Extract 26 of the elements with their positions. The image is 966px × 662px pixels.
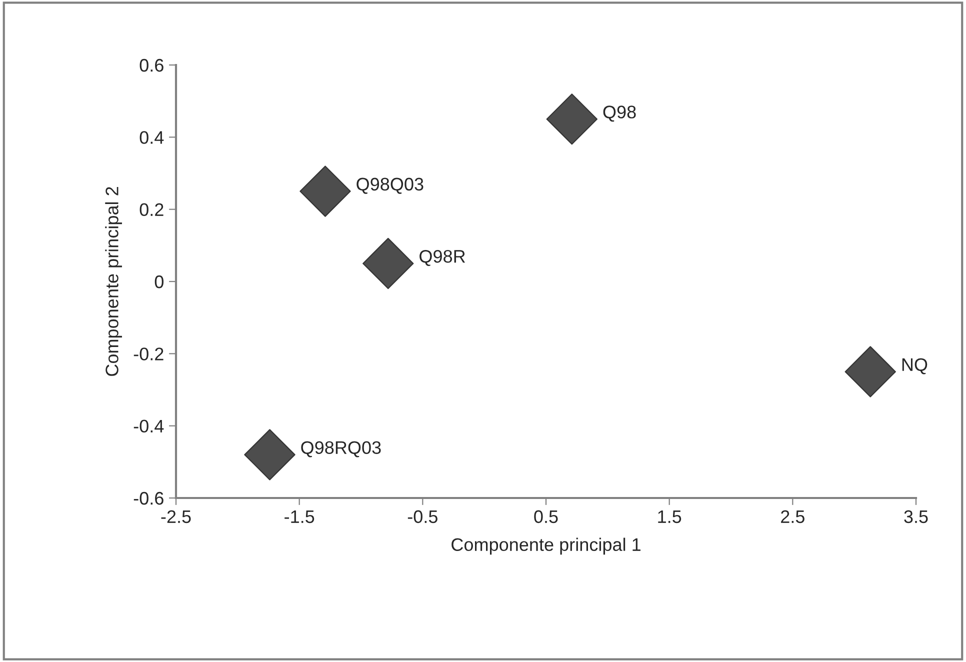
point: [300, 166, 351, 217]
x-tick-label: -1.5: [284, 510, 314, 524]
x-tick-label: 0.5: [534, 510, 558, 524]
y-tick-label: 0: [154, 275, 164, 288]
y-axis-title: Componente principal 2: [105, 187, 122, 376]
point: [844, 346, 896, 398]
x-axis-title: Componente principal 1: [452, 538, 640, 555]
y-tick-label: -0.4: [134, 420, 164, 433]
point: [362, 238, 414, 290]
annotation: Q98Q03: [356, 178, 424, 194]
annotation: Q98R: [420, 250, 466, 266]
x-tick-label: -2.5: [161, 510, 191, 524]
annotation: NQ: [902, 358, 928, 374]
y-tick-label: 0.2: [140, 203, 164, 216]
y-tick-label: -0.6: [134, 492, 164, 505]
y-tick-label: -0.2: [134, 348, 164, 360]
x-tick-label: -0.5: [408, 510, 438, 524]
annotation: Q98: [603, 106, 636, 122]
annotation: Q98RQ03: [301, 441, 381, 458]
x-tick-label: 3.5: [904, 510, 928, 524]
y-tick-label: 0.6: [140, 58, 164, 72]
y-tick-label: 0.4: [140, 131, 164, 144]
x-tick-label: 2.5: [781, 510, 804, 524]
x-tick-label: 1.5: [658, 510, 682, 524]
point: [244, 429, 296, 480]
point: [546, 94, 598, 145]
